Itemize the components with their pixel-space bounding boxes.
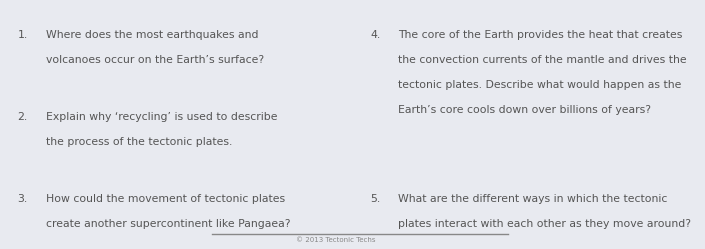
Text: 5.: 5.	[370, 194, 381, 204]
Text: 1.: 1.	[18, 30, 28, 40]
Text: plates interact with each other as they move around?: plates interact with each other as they …	[398, 219, 692, 229]
Text: the process of the tectonic plates.: the process of the tectonic plates.	[46, 137, 232, 147]
Text: © 2013 Tectonic Techs: © 2013 Tectonic Techs	[296, 237, 376, 243]
Text: Earth’s core cools down over billions of years?: Earth’s core cools down over billions of…	[398, 105, 651, 115]
Text: tectonic plates. Describe what would happen as the: tectonic plates. Describe what would hap…	[398, 80, 682, 90]
Text: 4.: 4.	[370, 30, 381, 40]
Text: 3.: 3.	[18, 194, 28, 204]
Text: The core of the Earth provides the heat that creates: The core of the Earth provides the heat …	[398, 30, 682, 40]
Text: create another supercontinent like Pangaea?: create another supercontinent like Panga…	[46, 219, 290, 229]
Text: Where does the most earthquakes and: Where does the most earthquakes and	[46, 30, 258, 40]
Text: Explain why ‘recycling’ is used to describe: Explain why ‘recycling’ is used to descr…	[46, 112, 277, 122]
Text: volcanoes occur on the Earth’s surface?: volcanoes occur on the Earth’s surface?	[46, 55, 264, 65]
Text: How could the movement of tectonic plates: How could the movement of tectonic plate…	[46, 194, 285, 204]
Text: the convection currents of the mantle and drives the: the convection currents of the mantle an…	[398, 55, 687, 65]
Text: 2.: 2.	[18, 112, 28, 122]
Text: What are the different ways in which the tectonic: What are the different ways in which the…	[398, 194, 668, 204]
